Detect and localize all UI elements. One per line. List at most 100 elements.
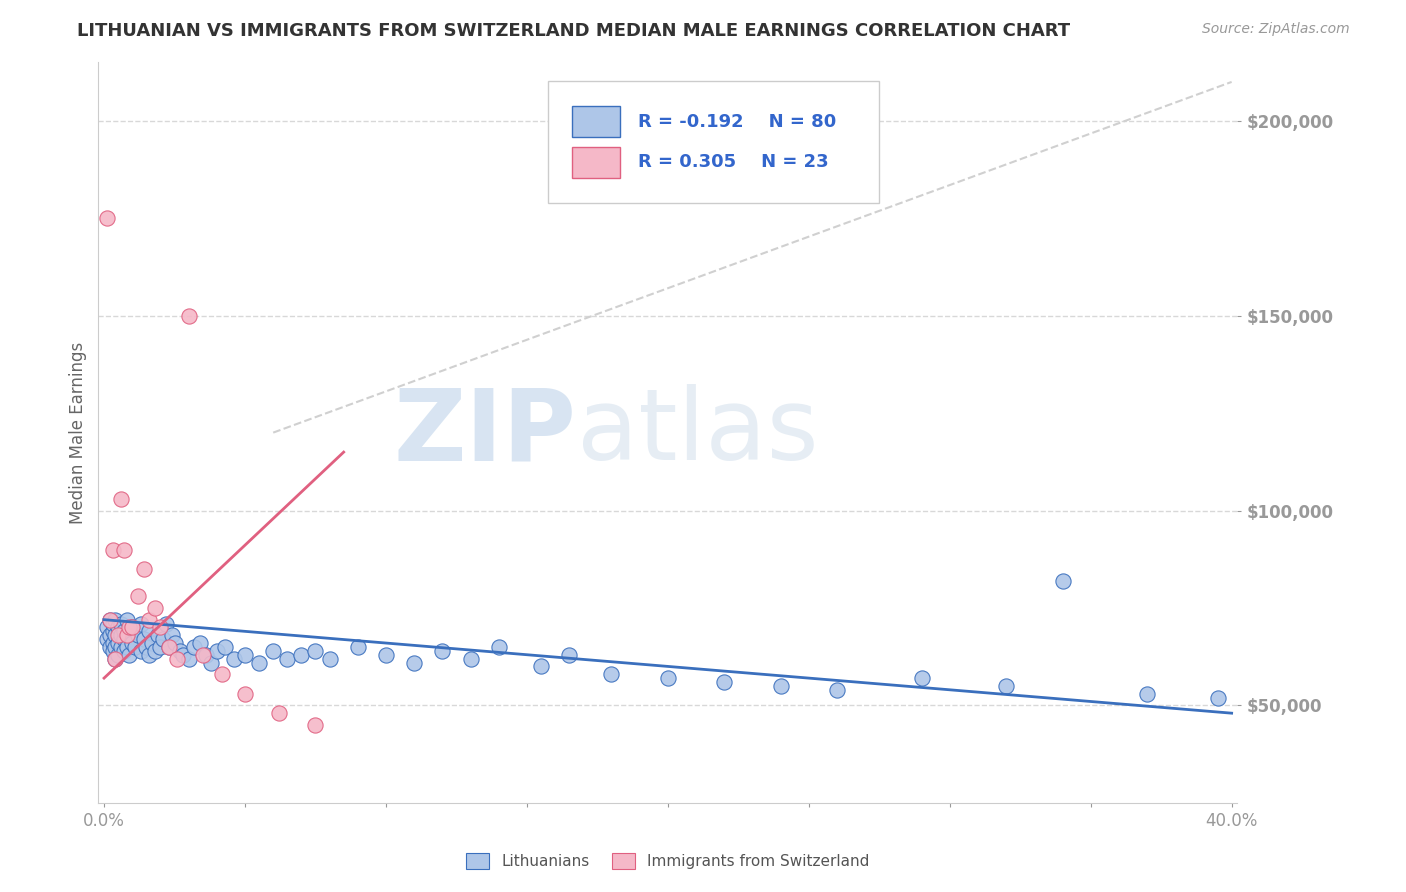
Point xyxy=(318,651,340,665)
Point xyxy=(96,620,118,634)
Point xyxy=(267,706,290,721)
Point xyxy=(107,648,129,662)
Point xyxy=(191,648,214,662)
Point xyxy=(112,542,135,557)
Point xyxy=(769,679,792,693)
Point xyxy=(101,636,124,650)
Text: Source: ZipAtlas.com: Source: ZipAtlas.com xyxy=(1202,22,1350,37)
Point xyxy=(247,656,270,670)
Point xyxy=(132,562,155,576)
Point xyxy=(149,620,172,634)
Point xyxy=(107,628,129,642)
Point xyxy=(127,589,149,603)
Point xyxy=(214,640,236,654)
Point xyxy=(233,648,256,662)
Point xyxy=(143,601,166,615)
Point xyxy=(101,644,124,658)
Point xyxy=(143,644,166,658)
Point xyxy=(169,644,191,658)
Legend: Lithuanians, Immigrants from Switzerland: Lithuanians, Immigrants from Switzerland xyxy=(458,846,877,877)
Point xyxy=(1052,574,1074,588)
Point xyxy=(124,640,146,654)
Point xyxy=(304,718,326,732)
Point xyxy=(98,613,121,627)
Point xyxy=(96,632,118,647)
Point xyxy=(200,656,222,670)
Point xyxy=(152,632,174,647)
Point xyxy=(115,613,138,627)
Point xyxy=(657,671,679,685)
Point xyxy=(110,616,132,631)
Point xyxy=(262,644,284,658)
Point xyxy=(404,656,426,670)
Point xyxy=(115,628,138,642)
Point xyxy=(177,309,200,323)
Point xyxy=(101,616,124,631)
Point xyxy=(432,644,454,658)
Point xyxy=(115,640,138,654)
Point xyxy=(157,640,180,654)
Text: ZIP: ZIP xyxy=(394,384,576,481)
Point xyxy=(104,613,127,627)
Point xyxy=(713,675,735,690)
Point xyxy=(112,632,135,647)
Point xyxy=(138,613,160,627)
Point xyxy=(98,640,121,654)
Point xyxy=(995,679,1018,693)
Point xyxy=(910,671,932,685)
FancyBboxPatch shape xyxy=(572,106,620,137)
Point xyxy=(121,620,143,634)
Point xyxy=(101,542,124,557)
Point xyxy=(112,624,135,639)
Point xyxy=(205,644,228,658)
Point xyxy=(132,632,155,647)
Point xyxy=(163,636,186,650)
FancyBboxPatch shape xyxy=(572,147,620,178)
Point xyxy=(96,211,118,226)
Point xyxy=(211,667,233,681)
Point xyxy=(157,640,180,654)
Point xyxy=(129,616,152,631)
FancyBboxPatch shape xyxy=(548,81,879,203)
Point xyxy=(346,640,368,654)
Point xyxy=(233,687,256,701)
Point xyxy=(558,648,581,662)
Point xyxy=(138,624,160,639)
Point xyxy=(155,616,177,631)
Point xyxy=(177,651,200,665)
Point xyxy=(118,620,141,634)
Point xyxy=(104,628,127,642)
Point xyxy=(129,644,152,658)
Point xyxy=(276,651,298,665)
Point xyxy=(104,651,127,665)
Point xyxy=(172,648,194,662)
Point xyxy=(138,648,160,662)
Point xyxy=(304,644,326,658)
Point xyxy=(460,651,482,665)
Point xyxy=(98,613,121,627)
Point xyxy=(375,648,398,662)
Text: LITHUANIAN VS IMMIGRANTS FROM SWITZERLAND MEDIAN MALE EARNINGS CORRELATION CHART: LITHUANIAN VS IMMIGRANTS FROM SWITZERLAN… xyxy=(77,22,1070,40)
Point xyxy=(98,628,121,642)
Point xyxy=(121,620,143,634)
Point xyxy=(183,640,205,654)
Point xyxy=(107,620,129,634)
Point xyxy=(107,636,129,650)
Text: R = -0.192    N = 80: R = -0.192 N = 80 xyxy=(638,112,837,130)
Point xyxy=(104,640,127,654)
Point xyxy=(110,640,132,654)
Point xyxy=(222,651,245,665)
Text: R = 0.305    N = 23: R = 0.305 N = 23 xyxy=(638,153,830,171)
Point xyxy=(127,628,149,642)
Point xyxy=(600,667,623,681)
Point xyxy=(488,640,510,654)
Text: atlas: atlas xyxy=(576,384,818,481)
Point xyxy=(118,628,141,642)
Point xyxy=(188,636,211,650)
Point xyxy=(160,628,183,642)
Point xyxy=(194,648,217,662)
Point xyxy=(166,651,188,665)
Point xyxy=(110,491,132,506)
Point xyxy=(118,648,141,662)
Point xyxy=(104,651,127,665)
